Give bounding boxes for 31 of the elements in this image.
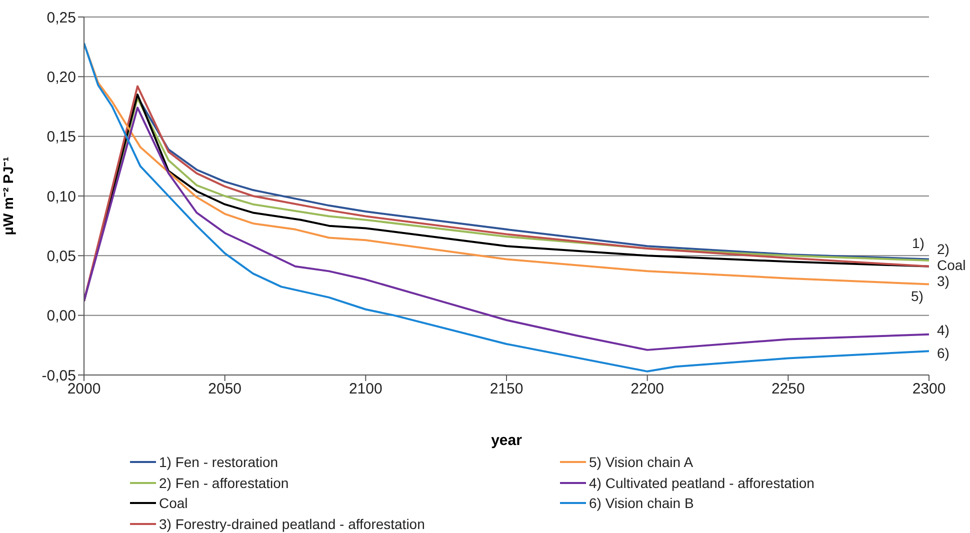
line-series xyxy=(84,106,929,351)
legend-label: 4) Cultivated peatland - afforestation xyxy=(589,474,814,491)
legend-label: 6) Vision chain B xyxy=(589,495,694,512)
x-tick-label: 2150 xyxy=(490,380,524,398)
y-tick-label: 0,05 xyxy=(46,248,76,265)
x-tick-label: 2200 xyxy=(630,380,664,398)
x-tick-label: 2050 xyxy=(208,380,242,398)
y-tick-label: 0,20 xyxy=(46,68,76,86)
text: 4) xyxy=(937,321,950,339)
text: Coal xyxy=(937,257,966,274)
legend-label: 1) Fen - restoration xyxy=(159,454,278,470)
y-tick-label: 0,15 xyxy=(46,128,76,146)
line-series xyxy=(84,42,929,372)
y-tick-label: 0,25 xyxy=(46,9,76,26)
legend-label: 2) Fen - afforestation xyxy=(159,474,289,491)
text: 6) xyxy=(937,344,950,362)
y-tick-label: 0,10 xyxy=(46,188,76,206)
y-axis-title: μW m⁻² PJ⁻¹ xyxy=(0,156,16,236)
legend-label: Coal xyxy=(159,495,188,512)
y-tick-label: 0,00 xyxy=(46,308,76,325)
x-tick-label: 2300 xyxy=(912,380,946,398)
line-series xyxy=(84,42,929,286)
annotation: 1) xyxy=(912,234,924,252)
legend-label: 3) Forestry-drained peatland - afforestation xyxy=(159,516,425,532)
x-tick-label: 2100 xyxy=(348,380,382,398)
text: 2) xyxy=(937,240,950,258)
x-axis-title: year xyxy=(491,432,522,449)
x-tick-label: 2250 xyxy=(771,380,805,398)
annotation: 5) xyxy=(911,287,924,305)
legend-label: 5) Vision chain A xyxy=(589,454,694,470)
text: 3) xyxy=(937,272,950,290)
